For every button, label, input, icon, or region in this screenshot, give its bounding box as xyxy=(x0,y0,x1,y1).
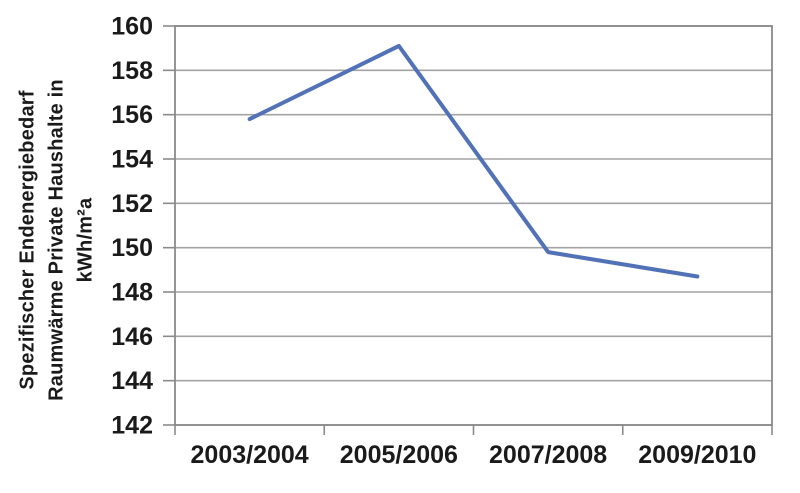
y-tick-label: 154 xyxy=(111,146,153,174)
y-tick-label: 146 xyxy=(111,323,153,351)
y-tick-label: 156 xyxy=(111,101,153,129)
plot-border xyxy=(174,25,773,426)
x-tick-label: 2003/2004 xyxy=(191,441,309,469)
y-tick-label: 160 xyxy=(111,13,153,41)
x-tick-label: 2007/2008 xyxy=(489,441,607,469)
data-line xyxy=(247,43,700,279)
y-tick-label: 158 xyxy=(111,57,153,85)
x-tick-label: 2009/2010 xyxy=(638,441,756,469)
y-tick-label: 142 xyxy=(111,412,153,440)
y-tick-label: 144 xyxy=(111,367,153,395)
y-tick-label: 152 xyxy=(111,190,153,218)
y-tick-label: 148 xyxy=(111,279,153,307)
y-tick-label: 150 xyxy=(111,234,153,262)
x-tick-label: 2005/2006 xyxy=(340,441,458,469)
